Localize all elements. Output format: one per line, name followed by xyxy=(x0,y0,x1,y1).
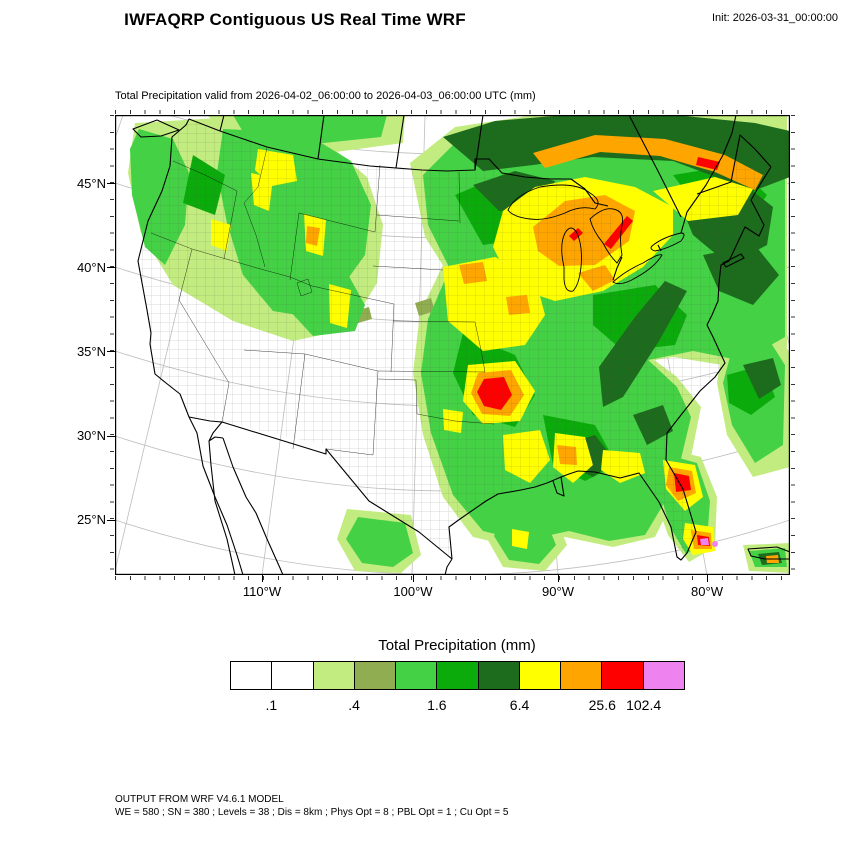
colorbar-cell xyxy=(477,661,520,690)
init-timestamp: Init: 2026-03-31_00:00:00 xyxy=(712,12,838,24)
colorbar xyxy=(230,661,685,690)
axis-minor-ticks-bottom xyxy=(115,576,790,580)
valid-time-subtitle: Total Precipitation valid from 2026-04-0… xyxy=(115,90,536,102)
county-texture xyxy=(138,119,771,559)
colorbar-cell xyxy=(436,661,479,690)
colorbar-tick-label: 102.4 xyxy=(626,697,662,713)
colorbar-cell xyxy=(271,661,314,690)
state-borders xyxy=(150,147,495,456)
lon-label-110w: 110°W xyxy=(242,584,282,599)
map-frame xyxy=(115,115,790,575)
colorbar-tick-label: .4 xyxy=(348,697,360,713)
lat-label-30n: 30°N xyxy=(76,428,106,443)
page-title: IWFAQRP Contiguous US Real Time WRF xyxy=(124,10,466,29)
lon-label-100w: 100°W xyxy=(393,584,433,599)
colorbar-cell xyxy=(312,661,355,690)
colorbar-cell xyxy=(560,661,603,690)
model-output-note: OUTPUT FROM WRF V4.6.1 MODEL xyxy=(115,794,284,805)
map-svg xyxy=(115,115,790,575)
colorbar-cell xyxy=(230,661,273,690)
colorbar-tick-label: 25.6 xyxy=(588,697,616,713)
axis-minor-ticks-right xyxy=(791,115,795,575)
colorbar-ticks: .1 .4 1.6 6.4 25.6 102.4 xyxy=(230,697,685,713)
axis-minor-ticks-top xyxy=(115,110,790,114)
model-config-note: WE = 580 ; SN = 380 ; Levels = 38 ; Dis … xyxy=(115,807,509,818)
colorbar-tick-label: .1 xyxy=(265,697,278,713)
precip-violet xyxy=(700,538,718,547)
colorbar-cell xyxy=(518,661,562,690)
national-borders xyxy=(188,115,772,560)
lat-label-35n: 35°N xyxy=(76,344,106,359)
lat-label-40n: 40°N xyxy=(76,260,106,275)
coastlines xyxy=(132,118,790,575)
colorbar-tick-label: 6.4 xyxy=(509,697,530,713)
precipitation-map xyxy=(115,115,790,575)
great-lakes xyxy=(507,184,685,292)
axis-minor-ticks-left xyxy=(110,115,114,575)
lat-label-45n: 45°N xyxy=(76,176,106,191)
lon-label-90w: 90°W xyxy=(542,584,574,599)
colorbar-cell xyxy=(395,661,438,690)
lat-label-25n: 25°N xyxy=(76,512,106,527)
colorbar-tick-label: 1.6 xyxy=(427,697,447,713)
legend-title: Total Precipitation (mm) xyxy=(378,637,536,654)
colorbar-cell xyxy=(642,661,685,690)
lon-label-80w: 80°W xyxy=(691,584,723,599)
colorbar-cell xyxy=(353,661,397,690)
colorbar-cell xyxy=(601,661,644,690)
